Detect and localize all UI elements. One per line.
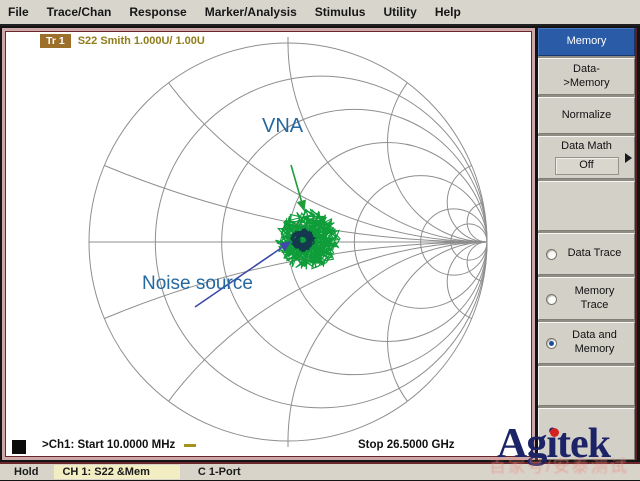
noise-source-arrow (194, 241, 292, 308)
trace1-badge[interactable]: Tr 1 (40, 34, 71, 48)
trace-s22-memory (289, 227, 317, 253)
radio-unselected-icon (546, 293, 557, 305)
menu-stimulus[interactable]: Stimulus (314, 5, 366, 19)
plot-window-frame: Tr 1 S22 Smith 1.000U/ 1.00U VNA Noise so… (2, 28, 535, 460)
menu-bar: File Trace/Chan Response Marker/Analysis… (0, 0, 640, 26)
softkey-memory-trace[interactable]: Memory Trace (538, 277, 635, 320)
menu-file[interactable]: File (8, 5, 29, 19)
noise-source-label: Noise source (142, 273, 253, 294)
softkey-sidebar: Memory Data->Memory Normalize Data Math … (538, 28, 637, 460)
vna-label: VNA (262, 115, 304, 137)
softkey-data-and-memory-label: Data and Memory (572, 329, 617, 355)
smith-chart-area: Tr 1 S22 Smith 1.000U/ 1.00U VNA Noise so… (5, 31, 532, 457)
status-bar: Hold CH 1: S22 &Mem C 1-Port (0, 462, 640, 480)
softkey-data-trace[interactable]: Data Trace (538, 233, 635, 275)
smith-chart: VNA Noise source (88, 37, 488, 447)
softkey-blank-3[interactable] (538, 408, 635, 460)
trace1-color-key (184, 443, 197, 447)
submenu-arrow-icon (625, 152, 632, 163)
sweep-stop-label: Stop 26.5000 GHz (358, 439, 455, 451)
channel-status: CH 1: S22 &Mem (54, 465, 180, 479)
data-math-value: Off (554, 157, 619, 175)
trace1-format-label: S22 Smith 1.000U/ 1.00U (77, 35, 205, 47)
menu-response[interactable]: Response (129, 5, 187, 19)
menu-help[interactable]: Help (434, 5, 461, 19)
correction-status: C 1-Port (197, 466, 241, 478)
sweep-start-text: >Ch1: Start 10.0000 MHz (42, 439, 176, 451)
sweep-mode-status: Hold (14, 466, 39, 478)
radio-selected-icon (546, 338, 557, 349)
sweep-start-label: >Ch1: Start 10.0000 MHz (42, 439, 197, 451)
trace-status-row: Tr 1 S22 Smith 1.000U/ 1.00U (40, 34, 205, 48)
softkey-data-math-label: Data Math (561, 140, 612, 153)
vna-arrow (290, 164, 306, 212)
softkey-data-math[interactable]: Data Math Off (538, 136, 635, 179)
menu-utility[interactable]: Utility (383, 5, 417, 19)
softkey-normalize[interactable]: Normalize (538, 97, 635, 134)
softkey-memory-label: Memory (566, 35, 607, 48)
softkey-blank-2[interactable] (538, 366, 635, 406)
softkey-data-to-memory-label: Data->Memory (563, 62, 610, 89)
softkey-data-and-memory[interactable]: Data and Memory (538, 322, 635, 364)
sweep-indicator-square (12, 440, 26, 454)
softkey-memory[interactable]: Memory (538, 28, 635, 56)
softkey-normalize-label: Normalize (561, 108, 612, 121)
smith-grid-arcs (89, 43, 487, 441)
softkey-blank-1[interactable] (538, 181, 635, 231)
radio-unselected-icon (546, 249, 557, 260)
softkey-data-to-memory[interactable]: Data->Memory (538, 58, 635, 95)
menu-marker-analysis[interactable]: Marker/Analysis (204, 5, 297, 19)
menu-trace-chan[interactable]: Trace/Chan (46, 5, 112, 19)
softkey-data-trace-label: Data Trace (567, 247, 622, 260)
softkey-memory-trace-label: Memory Trace (574, 284, 615, 311)
